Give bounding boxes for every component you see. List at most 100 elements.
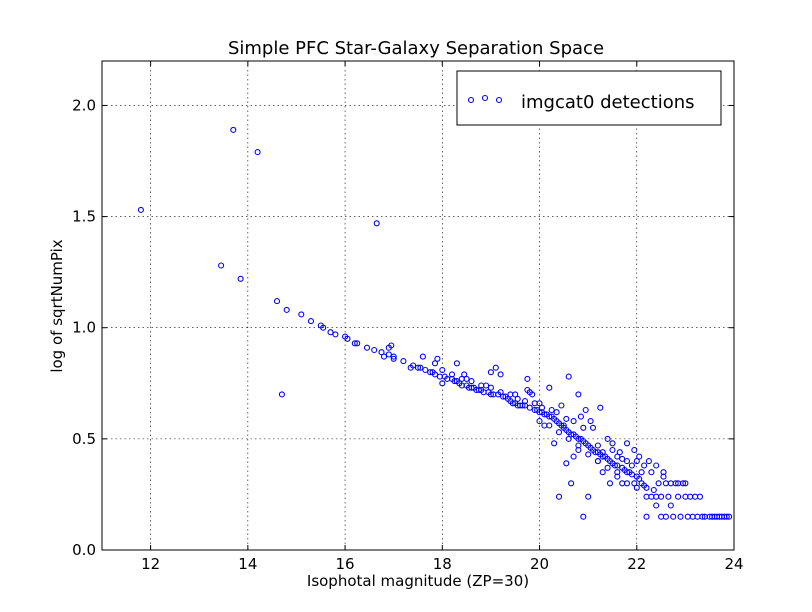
data-point [453,360,460,367]
data-point [662,513,669,520]
data-point [541,411,548,418]
data-point [565,435,572,442]
data-point [373,220,380,227]
data-point [665,493,672,500]
data-point [461,371,468,378]
data-point [628,462,635,469]
data-point [580,424,587,431]
chart-title: Simple PFC Star-Galaxy Separation Space [228,38,604,59]
data-point [675,493,682,500]
data-point [623,440,631,447]
data-point [667,480,674,487]
data-point [546,422,553,429]
data-point [560,422,567,429]
data-point [589,424,597,431]
data-point [497,389,504,396]
data-point [696,493,704,500]
data-point [597,404,604,411]
data-point [332,331,339,338]
data-point [653,462,660,469]
data-point [526,404,533,411]
data-point [298,311,305,318]
y-tick-label: 1.0 [72,319,96,337]
data-point [653,502,660,509]
data-point [521,402,529,409]
legend: imgcat0 detections [456,70,722,126]
data-point [655,480,662,487]
data-point [660,473,667,480]
data-point [658,493,665,500]
data-point [575,391,582,398]
plot-frame [101,60,735,551]
data-point [568,431,575,438]
data-point [726,513,733,520]
data-point [614,473,621,480]
data-point [648,469,655,476]
data-point [699,513,706,520]
data-point [631,446,638,454]
y-tick-label: 0.0 [72,541,96,559]
data-point [555,429,563,436]
data-point [660,469,667,476]
data-point [677,513,684,520]
grid-layer [102,61,735,551]
data-point [519,402,526,409]
data-point [580,513,587,520]
data-point [555,493,563,500]
data-point [509,400,516,407]
data-point [487,369,494,376]
data-points [137,126,733,520]
data-point [570,453,577,460]
data-point [237,275,244,282]
data-point [278,391,285,398]
data-point [675,480,682,487]
data-point [492,364,499,371]
data-point [614,462,621,469]
data-point [538,404,546,411]
data-point [254,149,261,156]
data-point [536,418,543,425]
data-point [448,371,456,378]
data-point [419,353,426,360]
data-point [604,435,611,442]
data-point [307,318,315,325]
x-axis-label: Isophotal magnitude (ZP=30) [307,572,529,590]
data-point [623,480,631,487]
data-point [604,464,611,471]
data-point [551,440,558,447]
data-point [458,375,465,382]
data-point [468,384,475,391]
data-point [320,324,327,331]
x-tick-label: 20 [530,555,549,573]
data-point [614,453,621,460]
data-point [546,413,553,420]
data-point [592,449,599,456]
data-point [380,353,388,360]
data-point [667,502,674,509]
data-point [633,458,640,465]
data-point [351,340,358,347]
data-point [636,453,643,460]
data-point [521,398,529,405]
data-point [434,355,441,362]
data-point [650,486,657,494]
data-point [633,484,640,491]
data-point [616,449,623,456]
data-point [385,351,392,358]
x-tick-label: 18 [433,555,452,573]
data-point [378,349,385,356]
data-point [531,406,538,414]
data-point [371,346,378,354]
data-point [478,382,485,389]
data-point [422,366,429,374]
data-point [577,413,584,420]
data-point [414,364,422,371]
data-point [283,306,290,313]
data-point [587,418,594,425]
data-point [468,378,475,385]
data-point [614,469,621,476]
data-point [585,493,592,500]
data-point [638,469,645,476]
data-point [631,480,638,487]
